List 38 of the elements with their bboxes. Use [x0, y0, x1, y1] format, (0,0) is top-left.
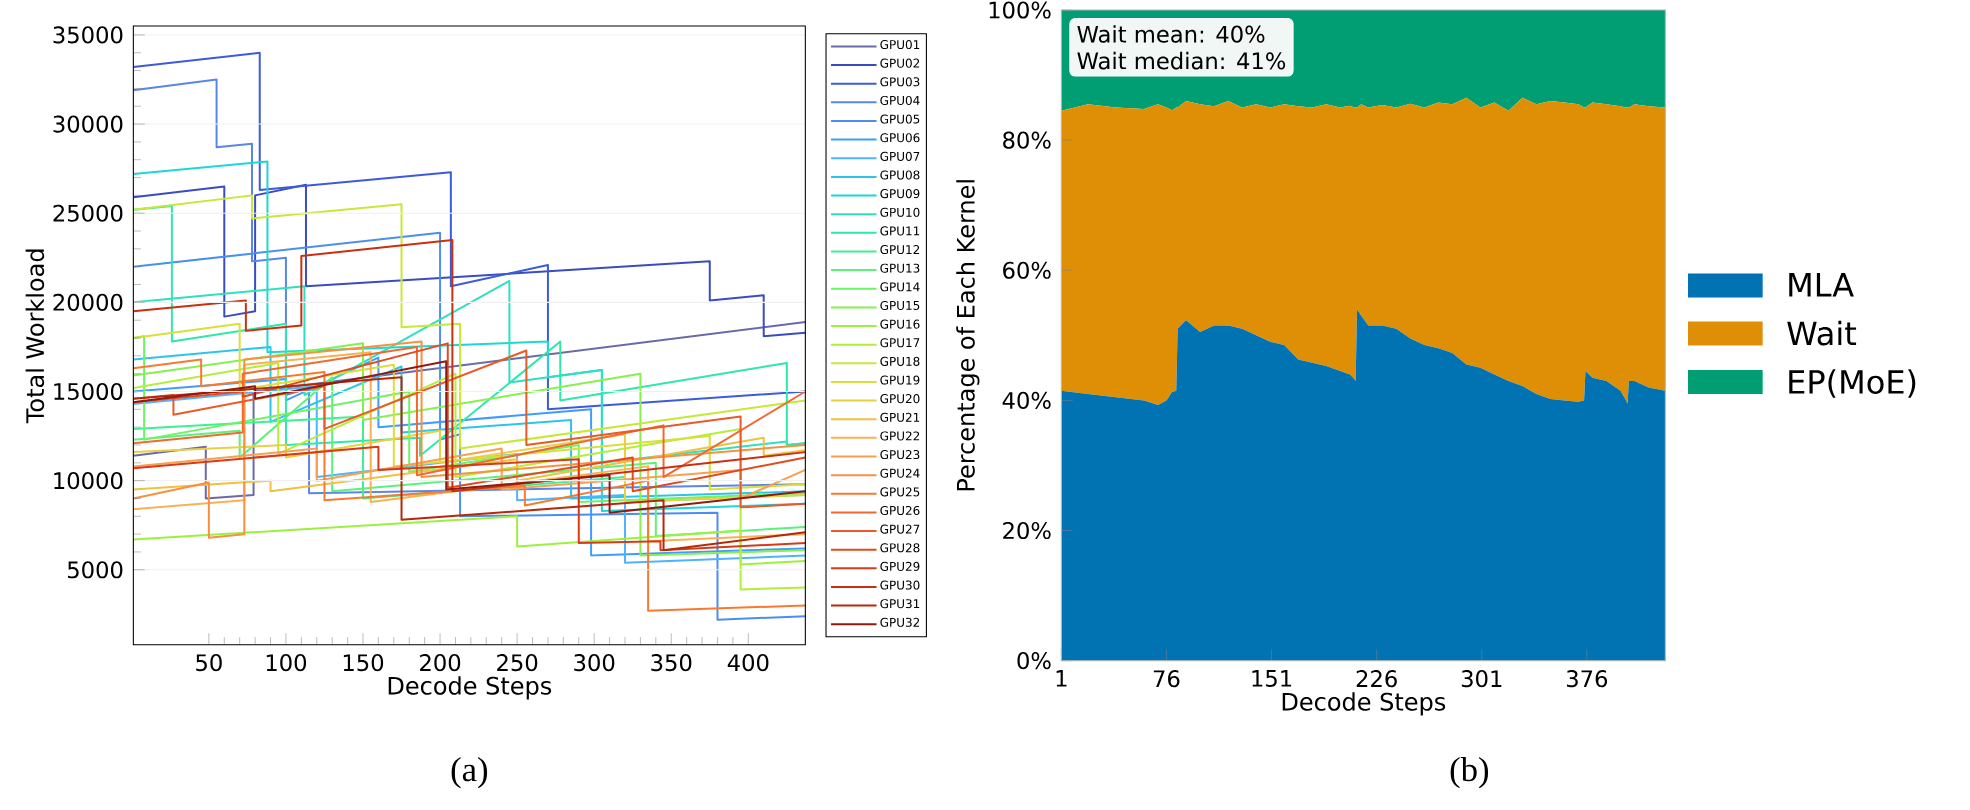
- x-tick-label: 226: [1356, 670, 1397, 688]
- y-tick-label: 20%: [1003, 521, 1051, 540]
- x-tick-label: 151: [1252, 670, 1292, 687]
- y-tick-label: 80%: [1003, 131, 1051, 149]
- x-axis-title: Decode Steps: [1282, 692, 1446, 716]
- x-tick-label: 150: [343, 654, 384, 672]
- y-axis-title: Percentage of Each Kernel: [956, 180, 980, 491]
- y-tick-label: 0%: [1017, 652, 1051, 670]
- legend-label: Wait: [1787, 320, 1857, 346]
- text: (b): [1450, 756, 1489, 789]
- y-tick-label: 20000: [53, 293, 123, 311]
- legend-label: EP(MoE): [1789, 369, 1916, 398]
- annotation: Wait mean: 40%: [1077, 25, 1265, 43]
- x-tick-label: 250: [497, 654, 538, 672]
- x-tick-label: 376: [1566, 670, 1608, 688]
- legend-label: MLA: [1789, 273, 1854, 297]
- x-tick-label: 1: [1056, 670, 1067, 687]
- y-tick-label: 15000: [54, 382, 123, 401]
- x-tick-label: 301: [1461, 670, 1502, 688]
- y-tick-label: 35000: [53, 26, 123, 44]
- y-tick-label: 30000: [53, 115, 123, 133]
- text: (a): [451, 756, 488, 789]
- y-tick-label: 60%: [1003, 261, 1051, 279]
- x-tick-label: 200: [420, 654, 461, 672]
- y-axis-title: Total Workload: [25, 249, 45, 424]
- x-axis-title: Decode Steps: [388, 676, 552, 700]
- x-tick-label: 50: [196, 654, 222, 672]
- x-tick-label: 300: [574, 654, 615, 672]
- x-tick-label: 76: [1153, 670, 1180, 688]
- y-tick-label: 10000: [54, 472, 123, 490]
- annotation: Wait median: 41%: [1077, 51, 1286, 70]
- x-tick-label: 400: [727, 654, 769, 672]
- y-tick-label: 5000: [68, 561, 123, 579]
- x-tick-label: 350: [651, 654, 692, 672]
- x-tick-label: 100: [266, 654, 307, 672]
- y-tick-label: 40%: [1002, 391, 1051, 409]
- y-tick-label: 100%: [989, 1, 1051, 19]
- y-tick-label: 25000: [53, 204, 123, 222]
